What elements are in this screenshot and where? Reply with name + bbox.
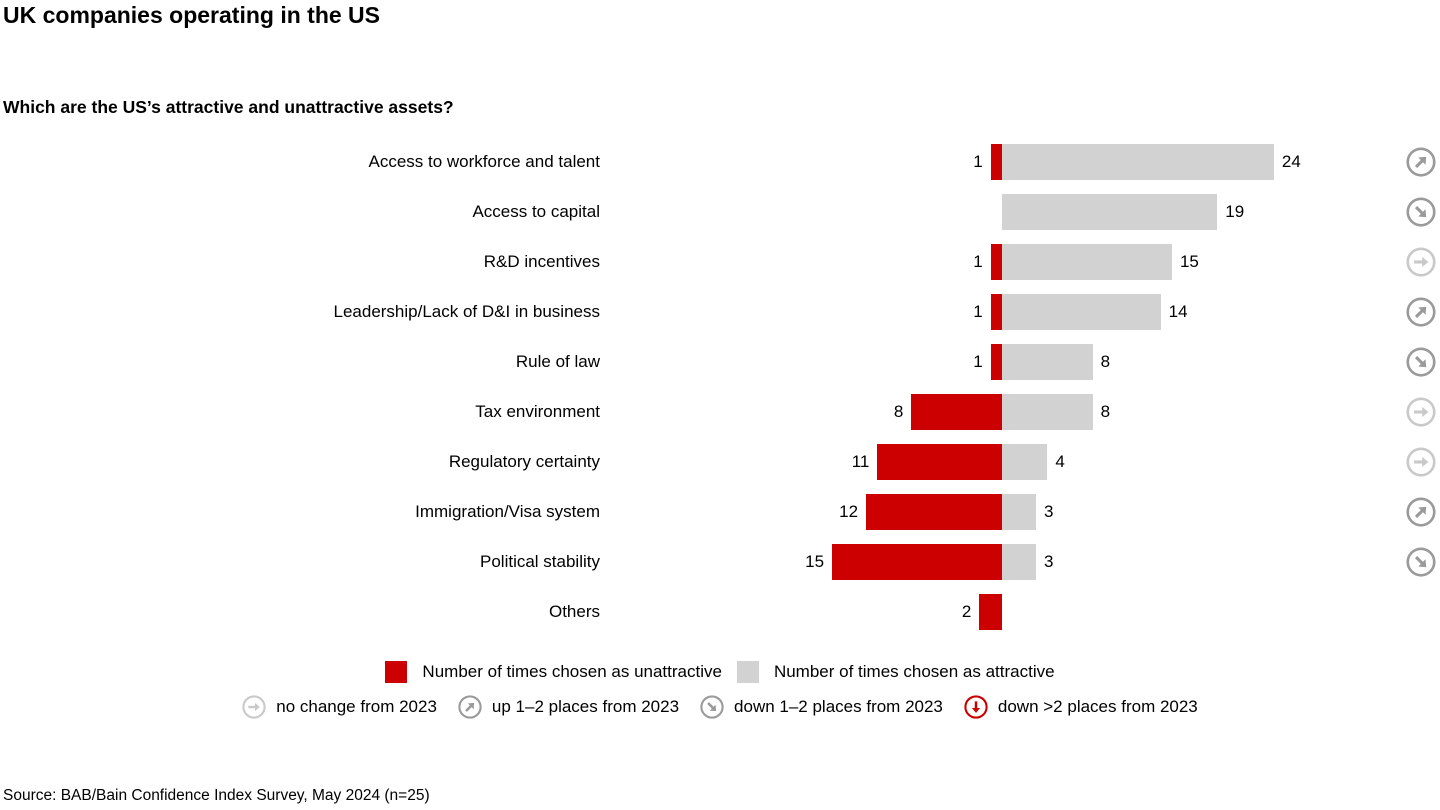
unattractive-value: 12 bbox=[839, 502, 859, 521]
trend-nochange-icon bbox=[1406, 447, 1436, 477]
bar-chart: Access to workforce and talent 1 24 Access … bbox=[0, 137, 1440, 637]
legend-label: no change from 2023 bbox=[276, 697, 437, 716]
unattractive-bar bbox=[990, 244, 1002, 280]
attractive-value: 24 bbox=[1281, 152, 1301, 171]
chart-row: Access to capital 19 bbox=[0, 187, 1440, 237]
attractive-bar bbox=[1002, 394, 1093, 430]
page-title: UK companies operating in the US bbox=[3, 2, 380, 28]
legend-label: Number of times chosen as attractive bbox=[773, 662, 1055, 681]
attractive-bar bbox=[1002, 494, 1036, 530]
legend-item: no change from 2023 bbox=[242, 695, 437, 719]
attractive-bar bbox=[1002, 144, 1274, 180]
trend-nochange-icon bbox=[242, 695, 266, 719]
unattractive-value: 1 bbox=[973, 302, 983, 321]
trend-nochange-icon bbox=[1406, 397, 1436, 427]
legend-label: down >2 places from 2023 bbox=[997, 697, 1198, 716]
chart-row: Political stability 15 3 bbox=[0, 537, 1440, 587]
category-label: Regulatory certainty bbox=[448, 452, 600, 471]
unattractive-value: 2 bbox=[961, 602, 972, 621]
unattractive-bar bbox=[990, 344, 1002, 380]
legend-item: down >2 places from 2023 bbox=[964, 695, 1198, 719]
trend-downbig-icon bbox=[964, 695, 988, 719]
legend-item: Number of times chosen as unattractive bbox=[385, 661, 722, 683]
attractive-value: 14 bbox=[1168, 302, 1188, 321]
category-label: Leadership/Lack of D&I in business bbox=[333, 302, 601, 321]
attractive-bar bbox=[1002, 244, 1172, 280]
attractive-value: 8 bbox=[1100, 352, 1111, 371]
attractive-bar bbox=[1002, 294, 1161, 330]
category-label: Access to workforce and talent bbox=[368, 152, 600, 171]
attractive-bar bbox=[1002, 544, 1036, 580]
legend-item: up 1–2 places from 2023 bbox=[458, 695, 679, 719]
chart-question-subtitle: Which are the US’s attractive and unattr… bbox=[3, 97, 454, 117]
unattractive-bar bbox=[979, 594, 1002, 630]
legend-label: up 1–2 places from 2023 bbox=[491, 697, 680, 716]
category-label: Access to capital bbox=[472, 202, 600, 221]
attractive-bar bbox=[1002, 194, 1218, 230]
trend-up-icon bbox=[1406, 497, 1436, 527]
attractive-value: 8 bbox=[1100, 402, 1111, 421]
trend-up-icon bbox=[1406, 297, 1436, 327]
category-label: Immigration/Visa system bbox=[415, 502, 600, 521]
legend-item: down 1–2 places from 2023 bbox=[700, 695, 943, 719]
category-label: R&D incentives bbox=[483, 252, 600, 271]
category-label: Political stability bbox=[480, 552, 600, 571]
chart-row: Tax environment 8 8 bbox=[0, 387, 1440, 437]
legend-label: Number of times chosen as unattractive bbox=[422, 662, 722, 681]
unattractive-value: 15 bbox=[805, 552, 825, 571]
chart-row: Leadership/Lack of D&I in business 1 14 bbox=[0, 287, 1440, 337]
trend-down-icon bbox=[1406, 197, 1436, 227]
trend-up-icon bbox=[458, 695, 482, 719]
attractive-value: 3 bbox=[1043, 502, 1054, 521]
unattractive-value: 1 bbox=[973, 252, 983, 271]
attractive-value: 3 bbox=[1043, 552, 1054, 571]
chart-row: R&D incentives 1 15 bbox=[0, 237, 1440, 287]
attractive-value: 15 bbox=[1179, 252, 1199, 271]
unattractive-bar bbox=[832, 544, 1002, 580]
trend-down-icon bbox=[1406, 547, 1436, 577]
category-label: Rule of law bbox=[515, 352, 600, 371]
chart-row: Access to workforce and talent 1 24 bbox=[0, 137, 1440, 187]
unattractive-bar bbox=[877, 444, 1002, 480]
series-legend: Number of times chosen as unattractive Nu… bbox=[0, 655, 1440, 689]
category-label: Others bbox=[548, 602, 600, 621]
attractive-bar bbox=[1002, 344, 1093, 380]
unattractive-bar bbox=[866, 494, 1002, 530]
trend-up-icon bbox=[1406, 147, 1436, 177]
trend-down-icon bbox=[700, 695, 724, 719]
unattractive-value: 11 bbox=[851, 452, 870, 471]
legend-label: down 1–2 places from 2023 bbox=[734, 697, 943, 716]
legend-swatch bbox=[385, 661, 408, 683]
trend-down-icon bbox=[1406, 347, 1436, 377]
legend-swatch bbox=[736, 661, 759, 683]
attractive-value: 19 bbox=[1225, 202, 1245, 221]
chart-row: Rule of law 1 8 bbox=[0, 337, 1440, 387]
chart-row: Others 2 bbox=[0, 587, 1440, 637]
attractive-bar bbox=[1002, 444, 1048, 480]
source-note: Source: BAB/Bain Confidence Index Survey… bbox=[3, 787, 430, 804]
unattractive-value: 1 bbox=[973, 152, 983, 171]
unattractive-bar bbox=[990, 294, 1002, 330]
category-label: Tax environment bbox=[475, 402, 600, 421]
trend-arrow-legend: no change from 2023 up 1–2 places from 20… bbox=[0, 691, 1440, 723]
unattractive-bar bbox=[990, 144, 1002, 180]
legend-item: Number of times chosen as attractive bbox=[736, 661, 1055, 683]
unattractive-value: 8 bbox=[893, 402, 904, 421]
trend-nochange-icon bbox=[1406, 247, 1436, 277]
unattractive-bar bbox=[911, 394, 1002, 430]
unattractive-value: 1 bbox=[973, 352, 983, 371]
chart-row: Regulatory certainty 11 4 bbox=[0, 437, 1440, 487]
attractive-value: 4 bbox=[1055, 452, 1065, 471]
chart-row: Immigration/Visa system 12 3 bbox=[0, 487, 1440, 537]
